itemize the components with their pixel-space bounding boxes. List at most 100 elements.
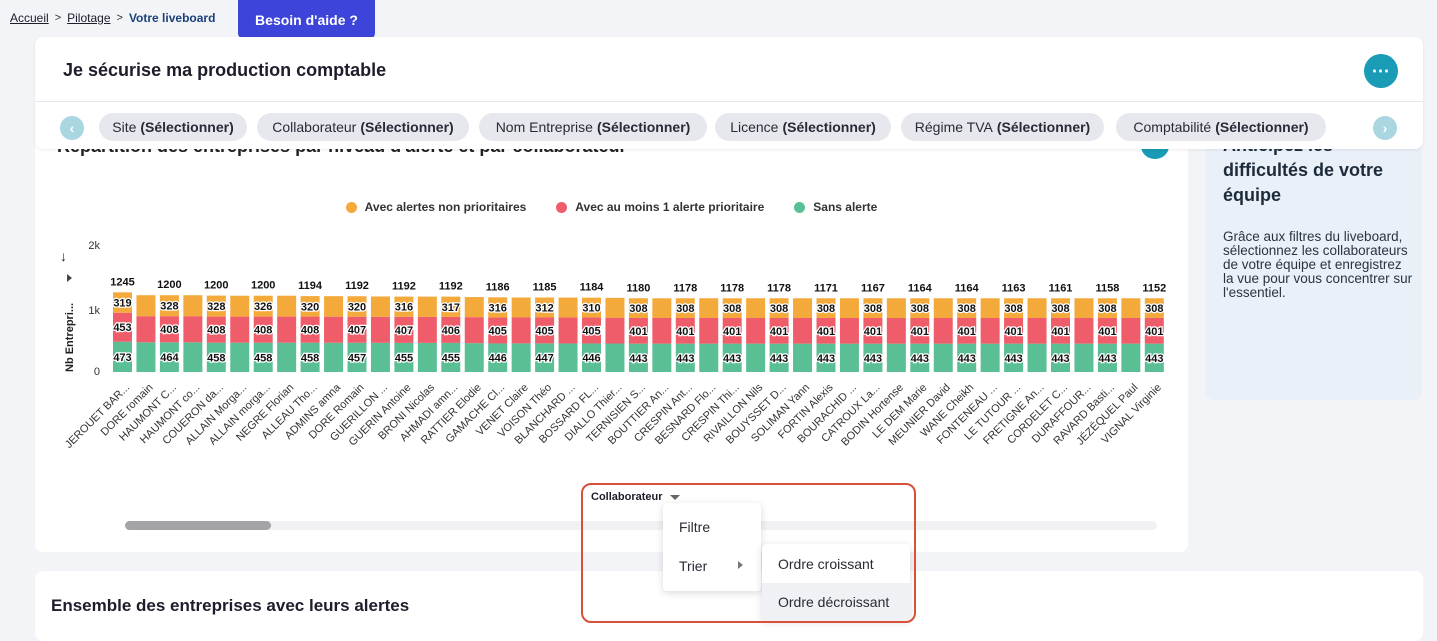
total-label: 1245	[110, 276, 134, 288]
data-label: 405	[535, 325, 553, 337]
legend-item-prioritaire[interactable]: Avec au moins 1 alerte prioritaire	[556, 200, 764, 214]
sort-ascending-option[interactable]: Ordre croissant	[778, 556, 874, 572]
bar-segment	[441, 316, 461, 343]
more-icon[interactable]: ⋯	[1364, 54, 1398, 88]
legend-dot-icon	[556, 201, 568, 213]
liveboard-header: Je sécurise ma production comptable ⋯ ‹ …	[35, 37, 1423, 149]
bar-segment	[206, 342, 226, 372]
bar-segment	[394, 342, 414, 372]
filter-chip-licence[interactable]: Licence (Sélectionner)	[715, 113, 891, 141]
bar-segment	[253, 295, 273, 317]
menu-item-trier[interactable]: Trier	[663, 547, 761, 585]
data-label: 328	[207, 301, 225, 313]
bar-segment	[886, 298, 906, 318]
bar-segment	[722, 298, 742, 318]
chart-card: Répartition des entreprises par niveau d…	[35, 140, 1188, 552]
data-label: 443	[1098, 353, 1116, 365]
data-label: 308	[1098, 303, 1116, 315]
data-label: 446	[489, 353, 507, 365]
data-label: 401	[770, 326, 788, 338]
menu-item-filtre[interactable]: Filtre	[679, 519, 711, 535]
total-label: 1171	[814, 282, 838, 294]
bar-segment	[1097, 298, 1117, 318]
sort-descending-option[interactable]: Ordre décroissant	[762, 583, 910, 621]
data-label: 407	[348, 325, 366, 337]
total-label: 1192	[392, 281, 416, 293]
axis-context-menu: Filtre Trier	[663, 503, 761, 591]
bar-segment	[910, 317, 930, 344]
filter-chip-collaborateur[interactable]: Collaborateur (Sélectionner)	[257, 113, 469, 141]
bar-segment	[793, 343, 813, 372]
legend-item-sans-alerte[interactable]: Sans alerte	[794, 200, 877, 214]
bar-segment	[417, 296, 437, 317]
expand-axis-icon[interactable]	[67, 274, 72, 282]
bar-segment	[347, 342, 367, 372]
y-axis-title: Nb Entrepri...	[64, 303, 76, 372]
filter-chip-regime-tva[interactable]: Régime TVA (Sélectionner)	[901, 113, 1104, 141]
data-label: 455	[395, 352, 413, 364]
filter-chip-nom-entreprise[interactable]: Nom Entreprise (Sélectionner)	[479, 113, 707, 141]
bar-segment	[113, 312, 132, 342]
chevron-right-icon[interactable]: ›	[1373, 116, 1397, 140]
legend-item-non-prioritaires[interactable]: Avec alertes non prioritaires	[345, 200, 527, 214]
legend-dot-icon	[794, 201, 806, 213]
legend-label: Avec alertes non prioritaires	[364, 200, 527, 214]
filter-chip-site[interactable]: Site (Sélectionner)	[99, 113, 247, 141]
bar-segment	[511, 343, 531, 372]
bar-segment	[394, 316, 414, 343]
bar-segment	[113, 292, 132, 313]
bar-segment	[464, 297, 484, 318]
bar-segment	[675, 343, 695, 372]
breadcrumb-home-link[interactable]: Accueil	[10, 11, 49, 25]
total-label: 1167	[861, 282, 885, 294]
data-label: 408	[254, 325, 272, 337]
bar-segment	[464, 343, 484, 372]
bar-segment	[652, 343, 672, 372]
bar-segment	[1074, 343, 1094, 372]
data-label: 443	[817, 353, 835, 365]
breadcrumb-section-link[interactable]: Pilotage	[67, 11, 111, 25]
legend-label: Avec au moins 1 alerte prioritaire	[575, 200, 765, 214]
total-label: 1178	[673, 282, 697, 294]
bar-segment	[628, 343, 648, 372]
bar-segment	[230, 295, 250, 317]
horizontal-scrollbar[interactable]	[125, 521, 1157, 530]
bar-segment	[535, 317, 555, 344]
chart-legend: Avec alertes non prioritaires Avec au mo…	[35, 200, 1188, 214]
data-label: 401	[629, 326, 647, 338]
help-button[interactable]: Besoin d'aide ?	[238, 0, 375, 39]
data-label: 308	[723, 303, 741, 315]
bar-segment	[933, 317, 953, 344]
data-label: 458	[301, 352, 319, 364]
data-label: 319	[113, 298, 131, 310]
bar-segment	[253, 316, 273, 343]
total-label: 1163	[1002, 282, 1026, 294]
bar-segment	[136, 316, 156, 343]
bar-segment	[206, 316, 226, 343]
chevron-left-icon[interactable]: ‹	[60, 116, 84, 140]
data-label: 408	[207, 325, 225, 337]
page-title: Je sécurise ma production comptable	[63, 60, 387, 80]
filter-chip-comptabilite[interactable]: Comptabilité (Sélectionner)	[1116, 113, 1326, 141]
data-label: 308	[629, 303, 647, 315]
x-axis-header[interactable]: Collaborateur	[591, 491, 680, 503]
bar-segment	[1051, 298, 1070, 318]
data-label: 308	[1145, 303, 1163, 315]
bar-segment	[980, 343, 1000, 372]
bar-segment	[746, 343, 766, 372]
data-label: 408	[160, 324, 178, 336]
data-label: 317	[442, 302, 460, 314]
bar-segment	[488, 343, 508, 372]
bar-segment	[1027, 298, 1047, 318]
data-label: 473	[113, 352, 131, 364]
data-label: 401	[1098, 326, 1116, 338]
bar-segment	[300, 316, 320, 343]
bar-segment	[652, 298, 672, 318]
bar-segment	[1144, 343, 1164, 372]
scrollbar-thumb[interactable]	[125, 521, 271, 530]
data-label: 457	[348, 352, 366, 364]
drill-down-icon[interactable]: ↓	[60, 248, 67, 264]
data-label: 443	[629, 353, 647, 365]
bar-segment	[1004, 298, 1024, 318]
bar-segment	[886, 317, 906, 344]
